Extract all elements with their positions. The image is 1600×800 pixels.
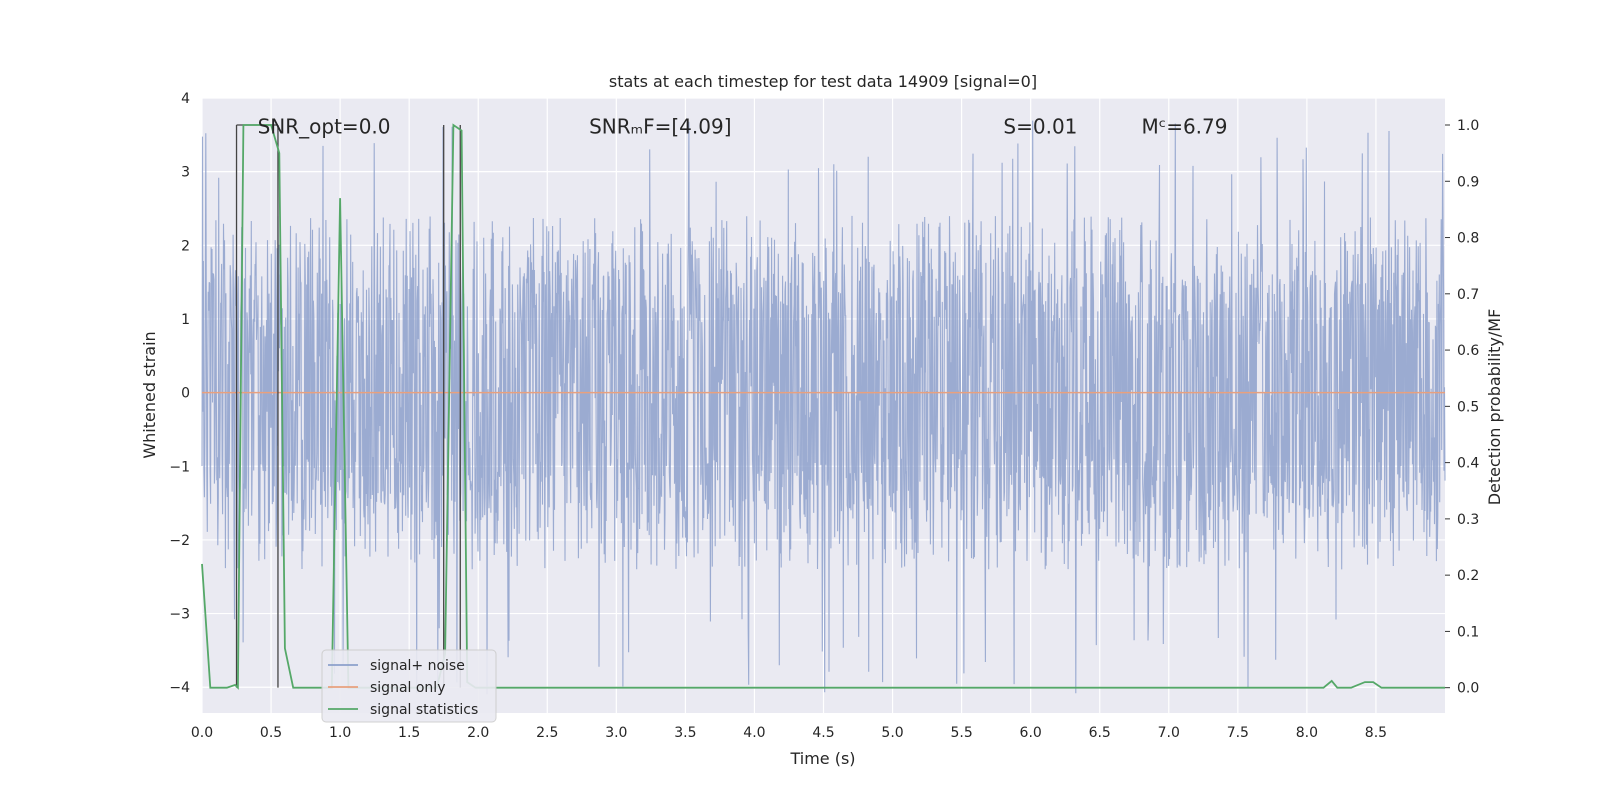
- x-tick-label: 5.5: [950, 725, 972, 741]
- x-tick-label: 7.5: [1227, 725, 1249, 741]
- y-tick-label: −1: [169, 459, 190, 475]
- x-tick-label: 1.5: [398, 725, 420, 741]
- x-tick-label: 1.0: [329, 725, 351, 741]
- y-tick-label: 1: [181, 312, 190, 328]
- annotation: SNRₘF=[4.09]: [589, 114, 731, 138]
- marker-lines: [235, 124, 461, 688]
- annotation: Mᶜ=6.79: [1142, 114, 1228, 138]
- annotation: S=0.01: [1003, 114, 1077, 138]
- legend-label: signal+ noise: [370, 658, 465, 674]
- series-signal-plus-noise: [201, 120, 1446, 695]
- y-right-tick-label: 0.7: [1457, 287, 1479, 303]
- x-tick-label: 3.0: [605, 725, 627, 741]
- y-right-tick-label: 0.1: [1457, 624, 1479, 640]
- x-tick-label: 2.5: [536, 725, 558, 741]
- x-tick-label: 7.0: [1158, 725, 1180, 741]
- y-right-axis-ticks: 0.0 0.1 0.2 0.3 0.4 0.5 0.6 0.7 0.8 0.9 1.0: [1445, 118, 1479, 697]
- y-right-tick-label: 0.4: [1457, 456, 1479, 472]
- y-right-tick-label: 0.6: [1457, 343, 1479, 359]
- x-tick-label: 8.0: [1296, 725, 1318, 741]
- x-tick-label: 6.0: [1020, 725, 1042, 741]
- chart-title: stats at each timestep for test data 149…: [609, 72, 1037, 91]
- legend-box: [321, 649, 497, 723]
- y-tick-label: −3: [169, 607, 190, 623]
- x-tick-label: 2.0: [467, 725, 489, 741]
- x-axis-label: Time (s): [789, 749, 855, 768]
- legend-label: signal statistics: [370, 702, 478, 718]
- y-axis-label: Whitened strain: [140, 331, 159, 458]
- x-tick-label: 0.0: [191, 725, 213, 741]
- y-right-tick-label: 0.3: [1457, 512, 1479, 528]
- x-tick-label: 4.5: [812, 725, 834, 741]
- y-right-tick-label: 0.9: [1457, 174, 1479, 190]
- x-tick-label: 6.5: [1089, 725, 1111, 741]
- y-tick-label: −4: [169, 680, 190, 696]
- annotations: SNR_opt=0.0 SNRₘF=[4.09] S=0.01 Mᶜ=6.79: [258, 114, 1228, 138]
- legend-label: signal only: [370, 680, 445, 696]
- y-right-axis-label: Detection probability/MF: [1485, 309, 1504, 506]
- y-tick-label: 0: [181, 386, 190, 402]
- x-tick-label: 8.5: [1365, 725, 1387, 741]
- y-tick-label: −2: [169, 533, 190, 549]
- x-tick-label: 3.5: [674, 725, 696, 741]
- signal-plus-noise-line: [201, 120, 1446, 695]
- x-tick-label: 0.5: [260, 725, 282, 741]
- y-right-tick-label: 1.0: [1457, 118, 1479, 134]
- x-axis-ticks: 0.0 0.5 1.0 1.5 2.0 2.5 3.0 3.5 4.0 4.5 5.0 5.5 6.0 6…: [191, 725, 1387, 741]
- y-tick-label: 4: [181, 91, 190, 107]
- y-right-tick-label: 0.2: [1457, 568, 1479, 584]
- legend: signal+ noise signal only signal statistic…: [321, 649, 497, 723]
- y-tick-label: 3: [181, 165, 190, 181]
- annotation: SNR_opt=0.0: [258, 114, 391, 138]
- y-right-tick-label: 0.0: [1457, 681, 1479, 697]
- y-tick-label: 2: [181, 238, 190, 254]
- x-tick-label: 4.0: [743, 725, 765, 741]
- y-axis-ticks: −4 −3 −2 −1 0 1 2 3 4: [169, 91, 190, 696]
- x-tick-label: 5.0: [881, 725, 903, 741]
- y-right-tick-label: 0.8: [1457, 231, 1479, 247]
- y-right-tick-label: 0.5: [1457, 399, 1479, 415]
